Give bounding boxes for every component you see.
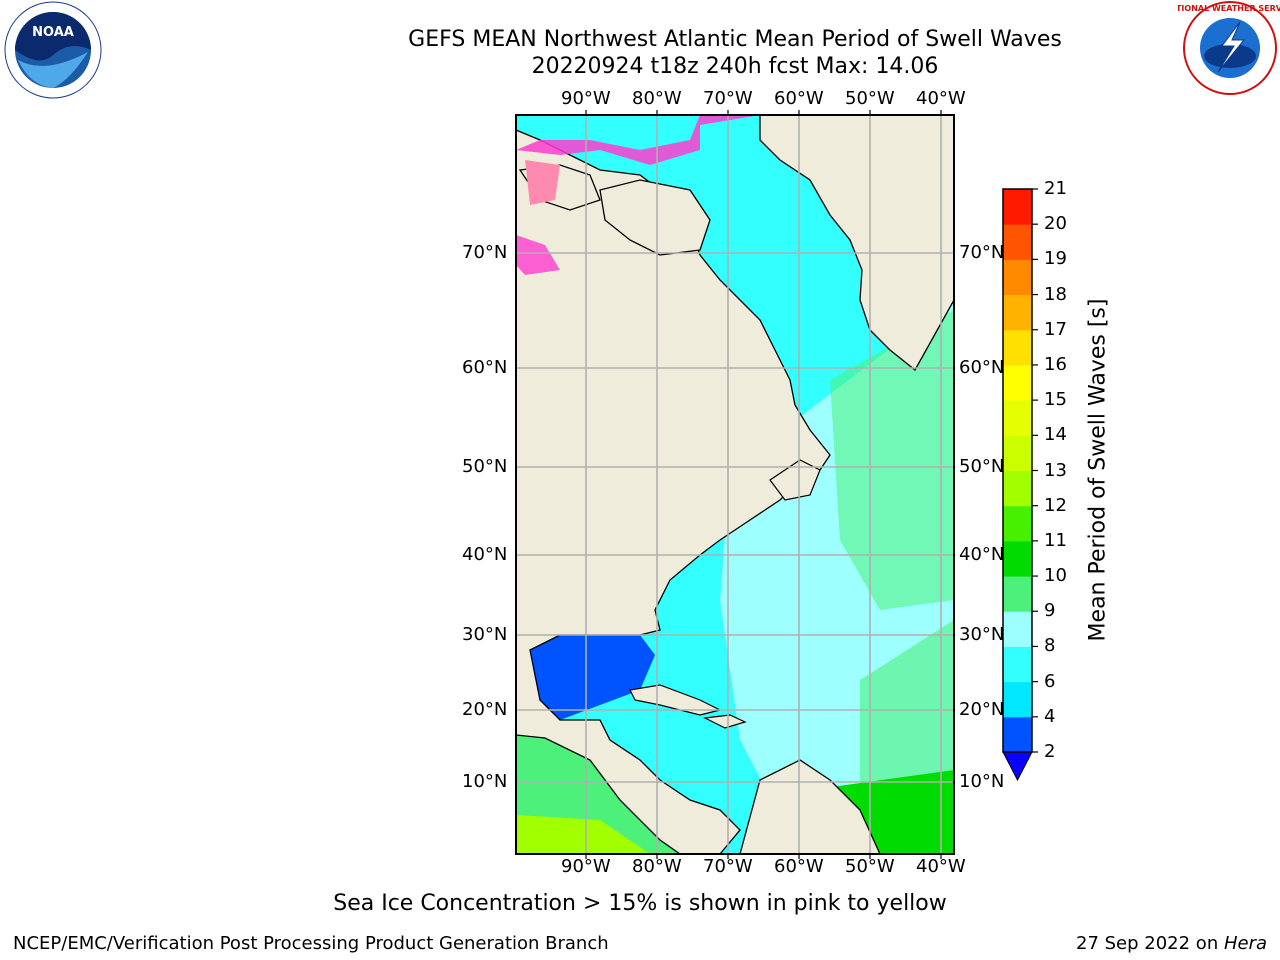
colorbar-tick-label: 17 bbox=[1044, 318, 1067, 340]
lon-tick-bottom: 70°W bbox=[703, 856, 753, 877]
colorbar-segment bbox=[1003, 400, 1032, 436]
colorbar-under-arrow bbox=[1002, 751, 1033, 782]
lon-tick-top: 90°W bbox=[561, 88, 611, 109]
colorbar-tick-label: 4 bbox=[1044, 705, 1056, 727]
lat-tick-right: 30°N bbox=[959, 624, 1005, 645]
gulf-of-mexico bbox=[530, 635, 655, 720]
sea-ice bbox=[516, 115, 760, 165]
national-weather-service-logo: NATIONAL WEATHER SERVICE bbox=[1178, 1, 1280, 95]
nws-logo-text: NATIONAL WEATHER SERVICE bbox=[1178, 4, 1280, 13]
colorbar-tick-label: 12 bbox=[1044, 494, 1067, 516]
colorbar-segment bbox=[1003, 294, 1032, 331]
noaa-logo-text: NOAA bbox=[32, 25, 74, 40]
lat-tick-right: 50°N bbox=[959, 456, 1005, 477]
lat-tick-right: 40°N bbox=[959, 544, 1005, 565]
lat-tick-right: 60°N bbox=[959, 357, 1005, 378]
colorbar-tick-label: 15 bbox=[1044, 389, 1067, 411]
colorbar-tick-label: 9 bbox=[1044, 600, 1056, 622]
colorbar-segment bbox=[1003, 435, 1032, 471]
colorbar-tick-label: 13 bbox=[1044, 459, 1067, 481]
colorbar-tick-label: 20 bbox=[1044, 213, 1067, 235]
graticule bbox=[516, 115, 954, 854]
land-south-america bbox=[739, 759, 881, 854]
colorbar-tick-label: 19 bbox=[1044, 248, 1067, 270]
lon-tick-top: 40°W bbox=[916, 88, 966, 109]
swell-patch-green-north bbox=[830, 310, 954, 610]
lon-tick-bottom: 60°W bbox=[774, 856, 824, 877]
footer-host: Hera bbox=[1223, 933, 1267, 954]
land-cuba bbox=[629, 684, 722, 716]
lat-tick-left: 40°N bbox=[462, 544, 508, 565]
pacific-swell-yellow bbox=[516, 815, 650, 854]
land-greenland bbox=[759, 115, 954, 371]
lon-tick-top: 80°W bbox=[632, 88, 682, 109]
colorbar-segment bbox=[1003, 505, 1032, 542]
map-frame bbox=[515, 114, 955, 855]
footer-date-text: 27 Sep 2022 on bbox=[1076, 933, 1224, 954]
lat-tick-left: 50°N bbox=[462, 456, 508, 477]
lat-tick-right: 70°N bbox=[959, 242, 1005, 263]
sea-ice-west bbox=[516, 235, 560, 275]
lat-tick-left: 60°N bbox=[462, 357, 508, 378]
land-hispaniola bbox=[702, 714, 747, 729]
lat-tick-left: 10°N bbox=[462, 771, 508, 792]
lon-tick-bottom: 80°W bbox=[632, 856, 682, 877]
footer-credit: NCEP/EMC/Verification Post Processing Pr… bbox=[13, 933, 609, 954]
lat-tick-left: 70°N bbox=[462, 242, 508, 263]
colorbar-segment bbox=[1003, 189, 1032, 225]
lat-tick-right: 10°N bbox=[959, 771, 1005, 792]
colorbar-tick-label: 2 bbox=[1044, 741, 1056, 762]
sea-ice-orange bbox=[525, 160, 560, 205]
lon-tick-top: 50°W bbox=[845, 88, 895, 109]
colorbar-tick-label: 8 bbox=[1044, 635, 1056, 657]
colorbar-tick-label: 6 bbox=[1044, 670, 1056, 692]
colorbar-segment bbox=[1003, 611, 1032, 647]
footer-date: 27 Sep 2022 on Hera bbox=[1076, 933, 1267, 954]
colorbar-label: Mean Period of Swell Waves [s] bbox=[1085, 298, 1111, 642]
lat-tick-left: 30°N bbox=[462, 624, 508, 645]
colorbar-segment bbox=[1003, 259, 1032, 296]
colorbar-tick-label: 14 bbox=[1044, 424, 1067, 446]
lat-tick-left: 20°N bbox=[462, 699, 508, 720]
sea-ice-note: Sea Ice Concentration > 15% is shown in … bbox=[333, 891, 947, 916]
colorbar-segment bbox=[1003, 364, 1032, 401]
lon-tick-top: 60°W bbox=[774, 88, 824, 109]
colorbar-tick-label: 16 bbox=[1044, 353, 1067, 375]
lon-tick-bottom: 40°W bbox=[916, 856, 966, 877]
lon-tick-top: 70°W bbox=[703, 88, 753, 109]
colorbar-segment bbox=[1003, 716, 1032, 753]
colorbar-segment bbox=[1003, 329, 1032, 366]
colorbar-segment bbox=[1003, 576, 1032, 612]
lon-tick-bottom: 50°W bbox=[845, 856, 895, 877]
colorbar-segment bbox=[1003, 540, 1032, 577]
colorbar-tick-label: 11 bbox=[1044, 529, 1067, 551]
colorbar-segment bbox=[1003, 470, 1032, 507]
noaa-logo: NOAA bbox=[4, 1, 102, 99]
land-newfoundland bbox=[769, 459, 821, 501]
colorbar-tick-label: 18 bbox=[1044, 283, 1067, 305]
lat-tick-right: 20°N bbox=[959, 699, 1005, 720]
colorbar-tick-label: 10 bbox=[1044, 565, 1067, 587]
colorbar-segment bbox=[1003, 681, 1032, 718]
lon-tick-bottom: 90°W bbox=[561, 856, 611, 877]
colorbar-tick-label: 21 bbox=[1044, 178, 1067, 199]
colorbar-segment bbox=[1003, 646, 1032, 683]
colorbar-segment bbox=[1003, 224, 1032, 260]
